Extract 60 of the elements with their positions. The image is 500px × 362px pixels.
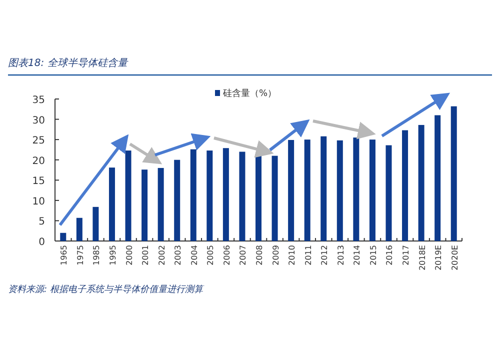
bar (158, 168, 164, 241)
x-tick-label: 2018E (418, 245, 427, 270)
bar (206, 150, 213, 241)
y-tick-label: 20 (32, 156, 45, 167)
y-tick-label: 10 (32, 196, 45, 208)
bar (450, 106, 457, 241)
bar (60, 232, 66, 241)
bar (92, 206, 99, 241)
y-tick-label: 25 (32, 136, 45, 147)
bar (418, 124, 424, 241)
y-tick-label: 0 (38, 237, 45, 248)
x-tick-label: 2016 (385, 245, 394, 266)
legend-label: 硅含量（%） (222, 88, 277, 99)
y-tick-label: 30 (32, 115, 45, 126)
bar (272, 156, 278, 241)
bar (336, 140, 343, 241)
text: 资料来源: 根据电子系统与半导体价值量进行测算 (8, 284, 205, 295)
x-tick-label: 2000 (124, 245, 134, 266)
bar (174, 160, 180, 241)
x-tick-label: 2019E (434, 245, 444, 270)
x-tick-label: 1975 (76, 245, 85, 266)
bar (288, 140, 294, 241)
bar (369, 140, 376, 241)
bar (402, 130, 408, 241)
x-tick-label: 2014 (352, 245, 362, 266)
x-tick-label: 2003 (174, 245, 183, 266)
x-tick-label: 2009 (271, 245, 280, 266)
x-tick-label: 1965 (60, 245, 69, 266)
chart-title: 图表18: 全球半导体硅含量 (8, 57, 128, 69)
x-tick-label: 1985 (92, 245, 102, 266)
bar (320, 136, 327, 241)
x-tick-label: 2012 (320, 245, 330, 266)
x-tick-label: 2011 (304, 245, 313, 266)
bar (142, 170, 148, 241)
x-tick-label: 2010 (288, 245, 297, 266)
y-tick-label: 35 (32, 95, 45, 106)
bar (304, 140, 310, 241)
x-tick-label: 2004 (190, 245, 199, 266)
x-tick-label: 1995 (108, 245, 118, 266)
x-tick-label: 2020E (450, 245, 460, 270)
x-tick-label: 2007 (238, 245, 248, 266)
x-tick-label: 2005 (206, 245, 216, 266)
bar (125, 150, 132, 241)
x-tick-label: 2006 (222, 245, 232, 266)
bar (434, 115, 441, 241)
x-tick-label: 2008 (255, 245, 264, 266)
y-tick-label: 15 (32, 176, 45, 188)
bar (76, 218, 82, 241)
bar (353, 138, 360, 241)
x-tick-label: 2001 (141, 245, 150, 266)
x-tick-label: 2017 (402, 245, 411, 266)
y-tick-label: 5 (38, 216, 45, 228)
bar (222, 148, 229, 241)
bar (190, 149, 196, 241)
bar (386, 145, 392, 241)
bar (239, 152, 246, 241)
x-tick-label: 2002 (157, 245, 166, 266)
x-tick-label: 2015 (368, 245, 378, 266)
bar (108, 168, 115, 241)
x-tick-label: 2013 (336, 245, 346, 266)
